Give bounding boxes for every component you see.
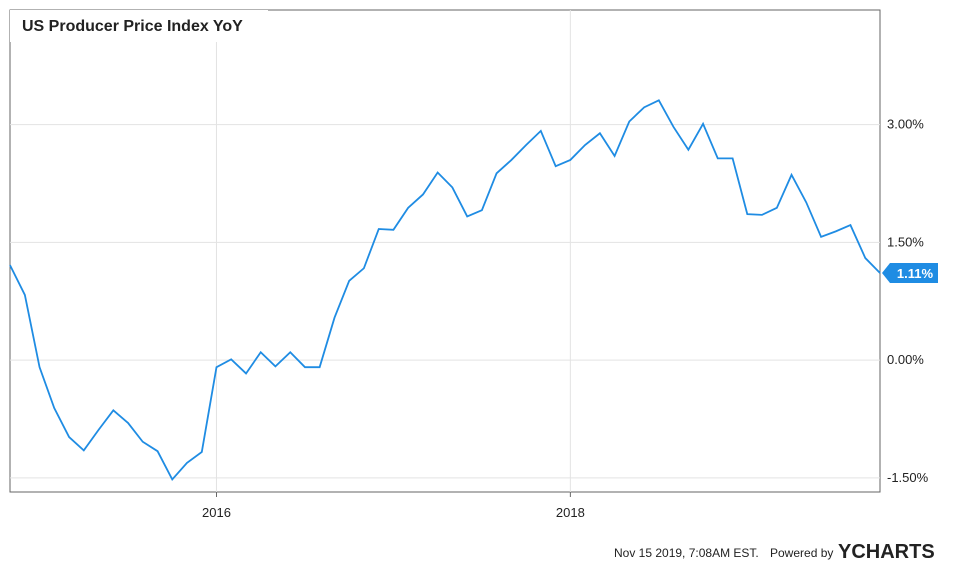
grid: [10, 10, 880, 492]
marks: [9, 99, 881, 482]
y-tick-label: 1.50%: [887, 234, 924, 249]
y-tick-label: 0.00%: [887, 352, 924, 367]
x-tick-label: 2016: [202, 505, 231, 520]
line-series: [9, 99, 881, 482]
value-label-box: [882, 262, 938, 283]
title-box: [10, 10, 268, 42]
value-label: 1.11%: [897, 266, 934, 281]
plot-frame: [9, 9, 881, 493]
chart-title: US Producer Price Index YoY: [22, 18, 243, 35]
x-tick-label: 2018: [556, 505, 585, 520]
brand: YCHARTS: [838, 541, 935, 563]
timestamp: Nov 15 2019, 7:08AM EST.: [614, 546, 759, 560]
y-tick-label: -1.50%: [887, 470, 929, 485]
powered-by: Powered by: [770, 546, 833, 560]
y-tick-label: 3.00%: [887, 117, 924, 132]
